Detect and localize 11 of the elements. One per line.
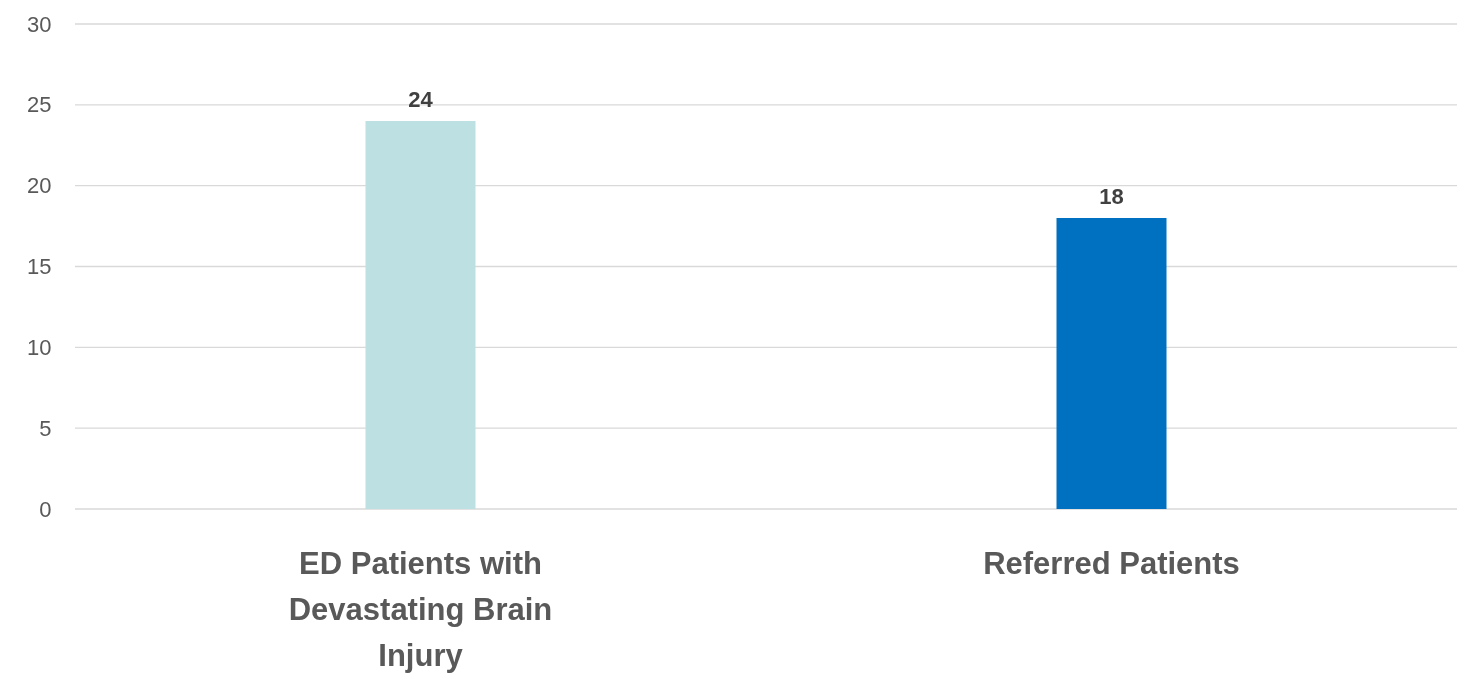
y-tick-label: 20 [26,173,52,199]
x-tick-label: Referred Patients [983,546,1240,581]
y-tick-label: 15 [26,254,52,280]
data-label: 24 [408,87,434,112]
x-tick-label: ED Patients with Devastating Brain Injury [288,546,553,673]
y-tick-label: 30 [26,11,52,37]
y-tick-label: 25 [26,92,52,118]
y-tick-label: 0 [39,496,52,522]
data-label: 18 [1099,184,1124,209]
y-tick-label: 5 [39,415,52,441]
y-tick-label: 10 [26,334,52,360]
